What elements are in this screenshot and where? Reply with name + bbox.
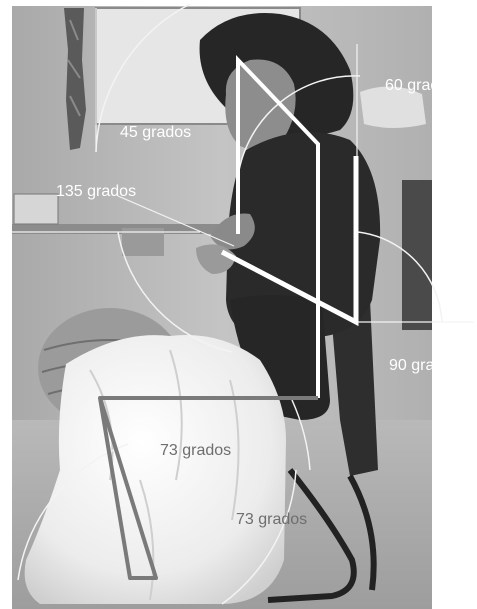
reference-line-arm	[117, 195, 235, 247]
angle-arc-90	[357, 231, 443, 323]
angle-label-73-lower: 73 grados	[236, 511, 307, 528]
white-cloth	[24, 335, 286, 604]
posture-line-arm	[220, 156, 359, 327]
angle-label-73-upper: 73 grados	[160, 442, 231, 459]
angle-arc-135	[117, 231, 233, 353]
posture-line-legs	[98, 396, 318, 580]
angle-arc-45	[95, 3, 191, 153]
angle-arc-73-lower	[291, 399, 311, 471]
angle-label-135: 135 grados	[56, 183, 136, 200]
photograph	[12, 6, 432, 609]
angle-arc-73-upper	[17, 443, 129, 581]
angle-labels: 60 grados 45 grados 135 grados 90 grados…	[56, 77, 460, 528]
angle-label-60: 60 grados	[385, 77, 456, 94]
angle-overlay	[12, 3, 474, 605]
angle-label-45: 45 grados	[120, 124, 191, 141]
posture-line-head-torso	[236, 55, 320, 398]
chair	[330, 300, 378, 476]
shelf	[12, 224, 222, 234]
angle-label-90: 90 grados	[389, 357, 460, 374]
hanging-scarf	[64, 8, 86, 150]
